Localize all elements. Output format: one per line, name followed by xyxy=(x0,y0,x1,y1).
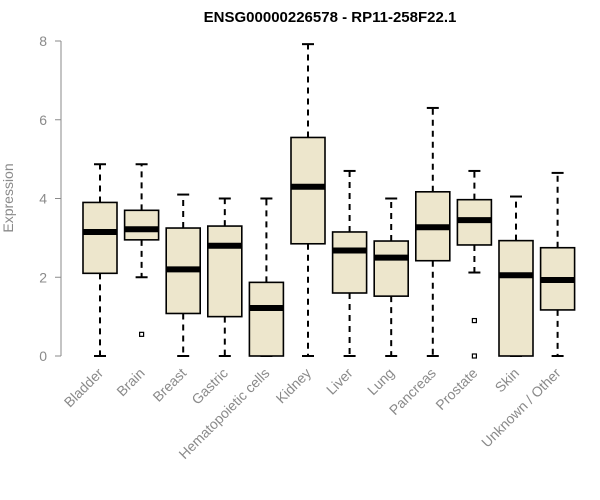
boxes-group xyxy=(82,43,576,359)
iqr-box xyxy=(290,136,326,245)
x-tick-label: Breast xyxy=(149,365,189,405)
iqr-box xyxy=(123,209,160,241)
box-11 xyxy=(539,171,576,357)
chart-title: ENSG00000226578 - RP11-258F22.1 xyxy=(204,9,457,26)
box-0 xyxy=(82,163,118,357)
y-tick-label: 8 xyxy=(39,33,47,49)
box-9 xyxy=(456,169,493,359)
x-tick-label: Unknown / Other xyxy=(478,365,564,451)
box-5 xyxy=(290,43,326,357)
y-tick-label: 6 xyxy=(39,112,47,128)
box-1 xyxy=(123,163,160,337)
box-8 xyxy=(414,106,451,357)
iqr-box xyxy=(207,225,243,318)
x-tick-label: Prostate xyxy=(432,365,480,413)
x-tick-label: Kidney xyxy=(273,365,315,407)
x-tick-label: Lung xyxy=(364,365,397,398)
x-tick-label: Skin xyxy=(492,365,523,396)
x-tick-label: Liver xyxy=(323,365,356,398)
iqr-box xyxy=(248,281,285,357)
box-7 xyxy=(373,197,410,357)
outlier-point xyxy=(471,353,477,359)
iqr-box xyxy=(373,240,410,297)
box-2 xyxy=(165,193,201,357)
box-6 xyxy=(331,169,368,357)
outlier-point xyxy=(139,331,145,337)
iqr-box xyxy=(82,201,118,275)
box-10 xyxy=(498,195,534,357)
y-axis: 0 2 4 6 8 xyxy=(39,33,62,364)
iqr-box xyxy=(498,239,534,357)
outlier-point xyxy=(471,317,477,324)
box-3 xyxy=(207,197,243,357)
y-tick-label: 2 xyxy=(39,269,47,285)
y-tick-label: 4 xyxy=(39,191,47,207)
iqr-box xyxy=(331,231,368,294)
x-tick-label: Bladder xyxy=(61,365,107,411)
x-tick-label: Brain xyxy=(113,365,147,399)
box-4 xyxy=(248,197,285,357)
y-axis-label: Expression xyxy=(0,163,16,232)
y-tick-label: 0 xyxy=(39,348,47,364)
